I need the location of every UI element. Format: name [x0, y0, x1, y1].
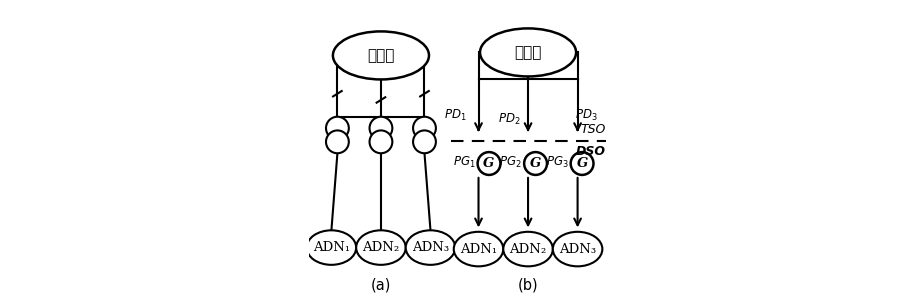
- Text: 输电网: 输电网: [367, 48, 395, 63]
- Circle shape: [413, 130, 436, 153]
- Text: (b): (b): [518, 278, 538, 293]
- Text: TSO: TSO: [581, 124, 606, 136]
- Text: ADN₂: ADN₂: [363, 241, 399, 254]
- Circle shape: [571, 152, 594, 175]
- Ellipse shape: [453, 232, 503, 266]
- Text: $PG_{3}$: $PG_{3}$: [545, 155, 568, 170]
- Ellipse shape: [480, 28, 577, 76]
- Text: $PG_{2}$: $PG_{2}$: [499, 155, 521, 170]
- Ellipse shape: [406, 230, 455, 265]
- Text: $PD_{2}$: $PD_{2}$: [498, 112, 521, 128]
- Ellipse shape: [333, 32, 429, 79]
- Circle shape: [326, 130, 349, 153]
- Circle shape: [524, 152, 547, 175]
- Text: G: G: [530, 157, 542, 170]
- Text: ADN₃: ADN₃: [559, 243, 596, 255]
- Text: G: G: [577, 157, 588, 170]
- Circle shape: [326, 117, 349, 140]
- Text: 输电网: 输电网: [514, 45, 542, 60]
- Text: ADN₃: ADN₃: [412, 241, 449, 254]
- Ellipse shape: [503, 232, 553, 266]
- Text: ADN₁: ADN₁: [460, 243, 497, 255]
- Text: $PD_{3}$: $PD_{3}$: [575, 108, 598, 123]
- Text: $PG_{1}$: $PG_{1}$: [453, 155, 476, 170]
- Text: ADN₂: ADN₂: [509, 243, 547, 255]
- Text: G: G: [484, 157, 495, 170]
- Ellipse shape: [307, 230, 356, 265]
- Text: DSO: DSO: [577, 145, 606, 158]
- Text: (a): (a): [371, 278, 391, 293]
- Circle shape: [370, 130, 392, 153]
- Circle shape: [413, 117, 436, 140]
- Circle shape: [477, 152, 500, 175]
- Text: $PD_{1}$: $PD_{1}$: [444, 108, 466, 123]
- Ellipse shape: [356, 230, 406, 265]
- Text: ADN₁: ADN₁: [313, 241, 350, 254]
- Circle shape: [370, 117, 392, 140]
- Ellipse shape: [553, 232, 602, 266]
